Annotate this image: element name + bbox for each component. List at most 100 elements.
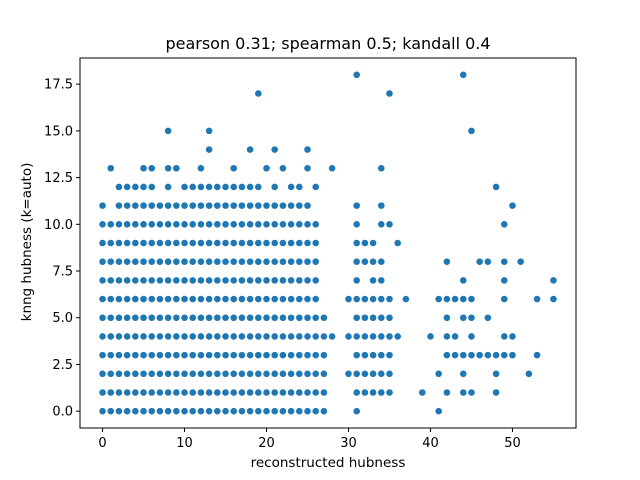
data-point [459, 276, 468, 285]
data-point [385, 388, 394, 397]
data-point [295, 239, 304, 247]
data-point [106, 276, 115, 285]
data-point [500, 332, 509, 341]
data-point [115, 351, 123, 360]
data-point [188, 220, 197, 229]
data-point [270, 351, 279, 360]
data-point [442, 257, 451, 266]
y-tick-label: 15.0 [44, 124, 73, 139]
x-tick-label: 10 [176, 436, 193, 451]
data-point [213, 183, 222, 191]
data-point [246, 220, 255, 229]
data-point [213, 369, 222, 378]
data-point [377, 369, 386, 378]
data-point [106, 257, 115, 266]
data-point [213, 388, 222, 397]
data-point [147, 407, 156, 416]
data-point [287, 276, 296, 285]
data-point [221, 369, 230, 378]
data-point [229, 388, 238, 397]
data-point [385, 332, 394, 341]
data-point [451, 351, 459, 360]
data-point [262, 407, 271, 416]
data-point [229, 201, 238, 210]
data-point [172, 276, 181, 285]
data-point [172, 313, 181, 322]
data-point [213, 351, 222, 360]
data-point [311, 351, 320, 360]
data-point [483, 351, 492, 360]
data-point [311, 332, 320, 341]
data-point [131, 351, 140, 360]
data-point [279, 239, 287, 247]
data-point [147, 164, 156, 173]
data-point [205, 220, 214, 229]
data-point [164, 220, 173, 229]
data-point [229, 407, 238, 416]
data-point [369, 351, 377, 360]
data-point [147, 313, 156, 322]
data-point [139, 332, 148, 341]
data-point [254, 201, 263, 210]
data-point [188, 257, 197, 266]
data-point [156, 313, 164, 322]
data-point [279, 295, 287, 303]
ticks-layer: 0 10 20 30 40 50 0.0 2.5 5.0 7.5 10.0 12.5 15.0 17.5 [44, 78, 521, 451]
data-point [360, 369, 369, 378]
data-point [303, 407, 312, 416]
data-point [197, 276, 205, 285]
data-point [492, 183, 500, 191]
data-point [295, 276, 304, 285]
data-point [131, 201, 140, 210]
data-point [459, 388, 468, 397]
data-point [131, 183, 140, 191]
data-point [516, 257, 525, 266]
data-point [254, 276, 263, 285]
data-point [262, 239, 271, 247]
data-point [131, 332, 140, 341]
data-point [385, 295, 394, 303]
data-point [188, 313, 197, 322]
data-point [139, 201, 148, 210]
data-point [156, 276, 164, 285]
data-point [311, 313, 320, 322]
data-point [270, 220, 279, 229]
data-point [131, 257, 140, 266]
data-point [467, 313, 476, 322]
data-point [156, 201, 164, 210]
data-point [369, 257, 377, 266]
data-point [229, 332, 238, 341]
data-point [475, 257, 484, 266]
data-point [287, 407, 296, 416]
data-point [262, 295, 271, 303]
data-point [442, 295, 451, 303]
data-point [197, 332, 205, 341]
data-point [115, 407, 123, 416]
data-point [180, 388, 189, 397]
data-point [287, 313, 296, 322]
data-point [279, 351, 287, 360]
data-point [205, 295, 214, 303]
data-point [287, 295, 296, 303]
data-point [197, 295, 205, 303]
data-point [115, 295, 123, 303]
data-point [360, 388, 369, 397]
data-point [238, 295, 246, 303]
x-tick-label: 30 [340, 436, 357, 451]
data-point [156, 332, 164, 341]
data-point [147, 220, 156, 229]
data-point [246, 313, 255, 322]
data-point [106, 313, 115, 322]
x-tick-label: 50 [504, 436, 521, 451]
data-point [180, 295, 189, 303]
data-point [229, 257, 238, 266]
data-point [164, 388, 173, 397]
data-point [377, 295, 386, 303]
data-point [205, 407, 214, 416]
data-point [139, 220, 148, 229]
data-point [180, 183, 189, 191]
data-point [115, 369, 123, 378]
data-point [262, 332, 271, 341]
data-point [147, 332, 156, 341]
